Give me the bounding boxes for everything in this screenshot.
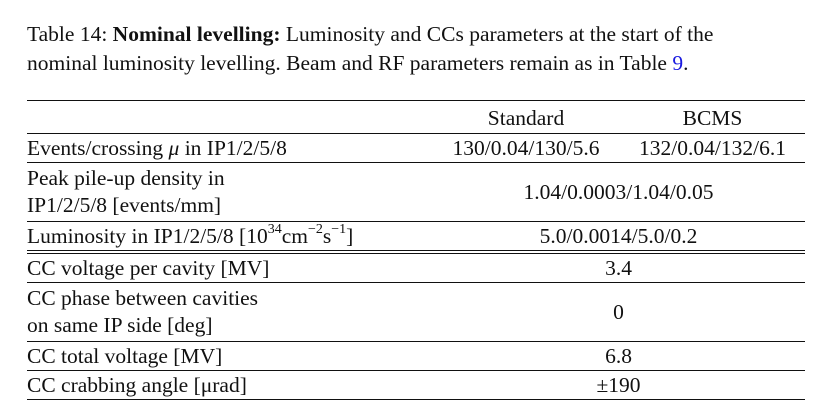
cell-cc-crabbing-angle: ±190 [432, 370, 805, 400]
caption-bold-title: Nominal levelling: [112, 22, 281, 46]
table-header-row: Standard BCMS [27, 100, 805, 134]
cell-standard-events: 130/0.04/130/5.6 [432, 133, 620, 163]
header-bcms: BCMS [620, 100, 805, 134]
caption-line-1: Table 14: Nominal levelling: Luminosity … [27, 20, 817, 49]
caption-text-1: Luminosity and CCs parameters at the sta… [285, 22, 714, 46]
caption-period: . [683, 51, 689, 75]
row-label-events-crossing: Events/crossing μ in IP1/2/5/8 [27, 133, 432, 163]
cell-bcms-events: 132/0.04/132/6.1 [620, 133, 805, 163]
cell-pileup-density: 1.04/0.0003/1.04/0.05 [432, 162, 805, 222]
table-row: CC voltage per cavity [MV] 3.4 [27, 252, 805, 283]
table-row: Luminosity in IP1/2/5/8 [1034cm−2s−1] 5.… [27, 221, 805, 254]
header-empty [27, 100, 432, 134]
row-label-cc-phase: CC phase between cavities on same IP side… [27, 282, 432, 342]
mu-symbol: μ [168, 136, 180, 160]
cell-cc-phase: 0 [432, 282, 805, 342]
row-label-pileup-density: Peak pile-up density in IP1/2/5/8 [events… [27, 162, 432, 222]
table-reference-link[interactable]: 9 [672, 51, 684, 75]
caption-line-2: nominal luminosity levelling. Beam and R… [27, 49, 817, 78]
row-label-cc-total-voltage: CC total voltage [MV] [27, 341, 432, 371]
row-label-cc-crabbing-angle: CC crabbing angle [μrad] [27, 370, 432, 400]
table-row: Peak pile-up density in IP1/2/5/8 [events… [27, 162, 805, 222]
header-standard: Standard [432, 100, 620, 134]
cell-cc-total-voltage: 6.8 [432, 341, 805, 371]
table-row: CC crabbing angle [μrad] ±190 [27, 370, 805, 400]
table-row: CC phase between cavities on same IP side… [27, 282, 805, 342]
parameters-table: Standard BCMS Events/crossing μ in IP1/2… [27, 100, 805, 400]
table-caption: Table 14: Nominal levelling: Luminosity … [27, 20, 817, 78]
table-row: Events/crossing μ in IP1/2/5/8 130/0.04/… [27, 133, 805, 163]
table-row: CC total voltage [MV] 6.8 [27, 341, 805, 371]
cell-luminosity: 5.0/0.0014/5.0/0.2 [432, 221, 805, 254]
caption-label: Table 14: [27, 22, 108, 46]
caption-text-2: nominal luminosity levelling. Beam and R… [27, 51, 667, 75]
row-label-cc-voltage: CC voltage per cavity [MV] [27, 252, 432, 283]
row-label-luminosity: Luminosity in IP1/2/5/8 [1034cm−2s−1] [27, 221, 432, 254]
cell-cc-voltage: 3.4 [432, 252, 805, 283]
